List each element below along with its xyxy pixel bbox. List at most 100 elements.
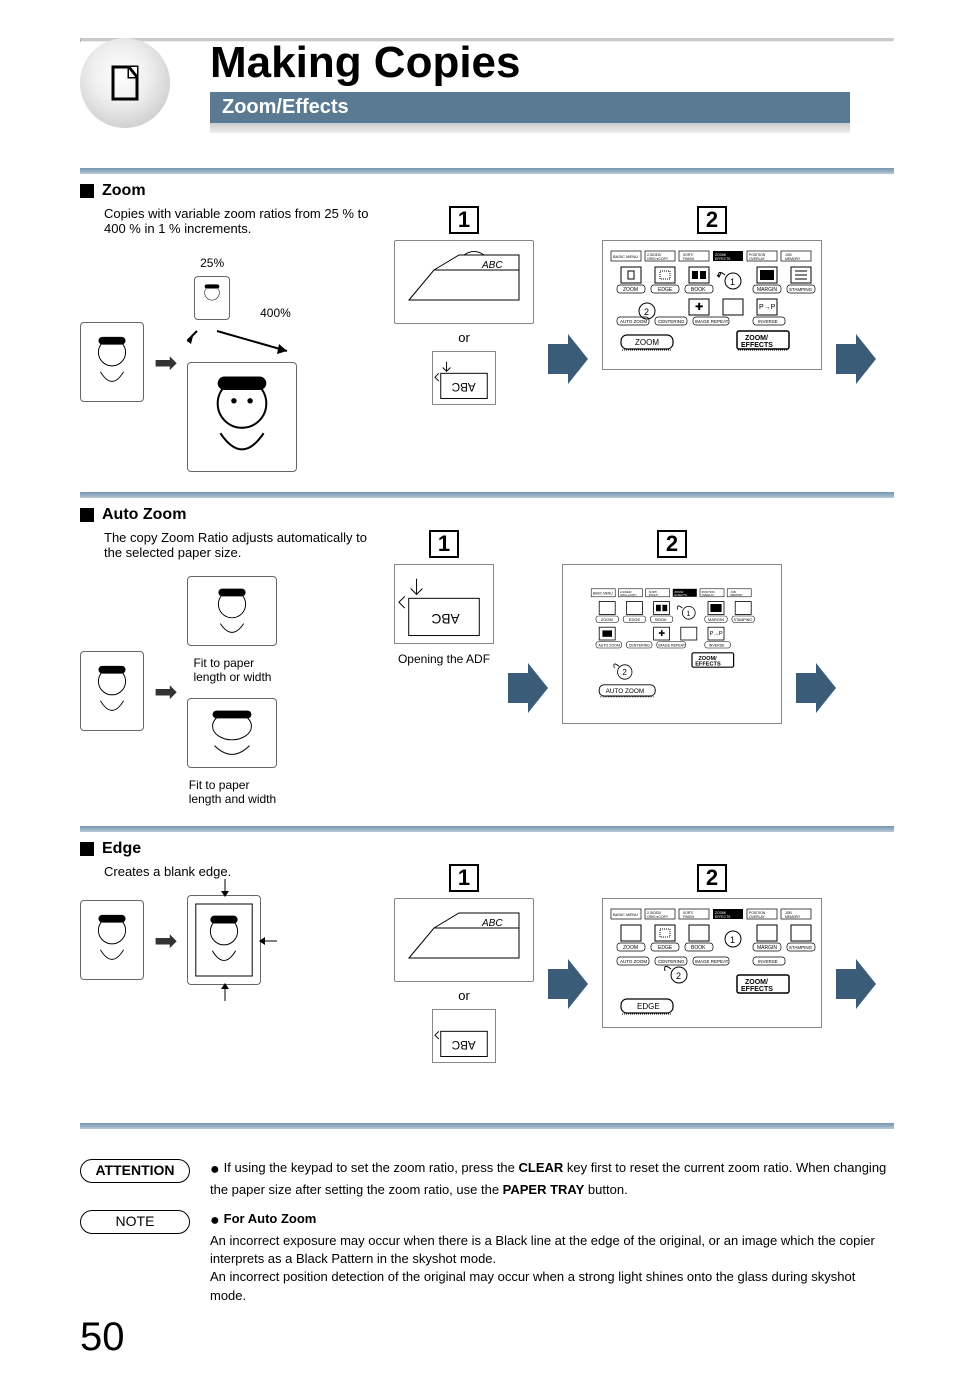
step-number-2: 2	[697, 864, 727, 892]
svg-text:P→P: P→P	[710, 631, 723, 637]
svg-text:ABC: ABC	[481, 260, 503, 271]
svg-text:EDGE: EDGE	[658, 287, 673, 293]
attention-row: ATTENTION ●If using the keypad to set th…	[80, 1159, 894, 1200]
svg-text:MEMORY: MEMORY	[730, 593, 742, 597]
svg-text:ORIG➔COPY: ORIG➔COPY	[647, 257, 669, 261]
section-title-row: Auto Zoom	[80, 506, 894, 524]
svg-text:2: 2	[622, 668, 627, 677]
arrow-right-icon: ➡	[154, 346, 177, 379]
svg-text:ZOOM: ZOOM	[601, 617, 613, 622]
section-title-zoom: Zoom	[102, 182, 146, 200]
cartoon-fit-lw	[187, 576, 277, 646]
svg-text:POSITION: POSITION	[702, 590, 715, 594]
svg-text:FINISH: FINISH	[683, 257, 695, 261]
svg-text:AUTO ZOOM: AUTO ZOOM	[620, 959, 647, 964]
zoom-row: Copies with variable zoom ratios from 25…	[80, 206, 894, 472]
section-title-row: Edge	[80, 840, 894, 858]
edge-step1: 1 ABC or ABC	[394, 864, 534, 1063]
attention-pre: If using the keypad to set the zoom rati…	[224, 1160, 519, 1175]
clear-key: CLEAR	[519, 1160, 564, 1175]
flow-arrow-icon	[548, 334, 588, 384]
svg-text:CENTERING: CENTERING	[658, 959, 685, 964]
section-divider	[80, 826, 894, 832]
svg-text:ABC: ABC	[481, 918, 503, 929]
svg-text:IMAGE REPEAT: IMAGE REPEAT	[695, 959, 729, 964]
control-panel-edge: BASIC MENU 2-SIDED/ORIG➔COPY SORT/FINISH…	[602, 898, 822, 1028]
svg-text:ABC: ABC	[452, 380, 476, 393]
autozoom-desc: The copy Zoom Ratio adjusts automaticall…	[104, 530, 380, 560]
svg-text:ORIG➔COPY: ORIG➔COPY	[647, 915, 669, 919]
svg-text:STAMPING: STAMPING	[789, 287, 813, 292]
svg-text:OVERLAY: OVERLAY	[749, 915, 766, 919]
svg-text:1: 1	[686, 609, 690, 618]
adf-illustration: ABC	[432, 1009, 496, 1063]
flow-arrow-icon	[836, 959, 876, 1009]
bullet-icon: ●	[210, 1212, 220, 1229]
svg-text:1: 1	[730, 277, 735, 287]
svg-text:BASIC MENU: BASIC MENU	[613, 254, 638, 259]
svg-text:OVERLAY: OVERLAY	[749, 257, 766, 261]
step-number-1: 1	[449, 206, 479, 234]
page-header: Making Copies Zoom/Effects	[80, 38, 894, 128]
cartoon-original	[80, 900, 144, 980]
svg-text:ZOOM/: ZOOM/	[745, 335, 768, 342]
zoom-left-col: Copies with variable zoom ratios from 25…	[80, 206, 380, 472]
svg-text:ZOOM: ZOOM	[623, 287, 638, 293]
svg-text:MARGIN: MARGIN	[708, 617, 724, 622]
zoom-results: 25% 400%	[187, 252, 297, 472]
arrow-up-icon	[215, 983, 235, 1001]
svg-text:MEMORY: MEMORY	[785, 915, 801, 919]
page-number: 50	[80, 1315, 894, 1360]
cartoon-with-edge	[187, 895, 261, 985]
edge-illustration: ➡	[80, 895, 261, 985]
svg-text:ORIG➔COPY: ORIG➔COPY	[620, 593, 637, 597]
adf-illustration: ABC	[432, 351, 496, 405]
flow-arrow-icon	[836, 334, 876, 384]
note-badge: NOTE	[80, 1210, 190, 1234]
svg-text:✚: ✚	[658, 629, 665, 638]
section-title-row: Zoom	[80, 182, 894, 200]
step-number-1: 1	[449, 864, 479, 892]
zoom-desc: Copies with variable zoom ratios from 25…	[104, 206, 380, 236]
zoom-step2: 2 BASIC MENU 2-SIDED/ORIG➔COPY SORT/FINI…	[602, 206, 822, 370]
svg-text:INVERSE: INVERSE	[709, 643, 725, 647]
svg-text:2-SIDED/: 2-SIDED/	[620, 590, 632, 594]
arrow-right-icon: ➡	[154, 675, 177, 708]
svg-text:BASIC MENU: BASIC MENU	[593, 591, 614, 595]
svg-text:INVERSE: INVERSE	[758, 959, 778, 964]
control-panel-zoom: BASIC MENU 2-SIDED/ORIG➔COPY SORT/FINISH…	[602, 240, 822, 370]
attention-post: button.	[584, 1182, 627, 1197]
svg-text:ZOOM: ZOOM	[635, 338, 659, 347]
main-title: Making Copies	[210, 38, 894, 88]
svg-text:1: 1	[730, 935, 735, 945]
arrow-right-icon: ➡	[154, 924, 177, 957]
section-divider	[80, 1123, 894, 1129]
svg-text:EFFECTS: EFFECTS	[741, 342, 773, 349]
step-number-1: 1	[429, 530, 459, 558]
svg-text:ZOOM/: ZOOM/	[745, 979, 768, 986]
svg-text:BOOK: BOOK	[691, 287, 706, 293]
fit-label-a: Fit to paper length or width	[193, 656, 271, 684]
edge-step2: 2 BASIC MENU 2-SIDED/ORIG➔COPY SORT/FINI…	[602, 864, 822, 1028]
svg-text:BOOK: BOOK	[691, 945, 706, 951]
svg-text:STAMPING: STAMPING	[734, 618, 753, 622]
section-title-edge: Edge	[102, 840, 141, 858]
copier-platen-illustration: ABC	[394, 240, 534, 324]
copier-platen-illustration: ABC	[394, 898, 534, 982]
section-divider	[80, 168, 894, 174]
svg-text:AUTO ZOOM: AUTO ZOOM	[620, 319, 647, 324]
svg-text:EFFECTS: EFFECTS	[715, 915, 731, 919]
edge-desc: Creates a blank edge.	[104, 864, 231, 879]
cartoon-large	[187, 362, 297, 472]
svg-text:ABC: ABC	[452, 1038, 476, 1051]
arrow-left-icon	[259, 931, 277, 951]
svg-text:MEMORY: MEMORY	[785, 257, 801, 261]
bullet-square-icon	[80, 184, 94, 198]
document-icon	[105, 63, 145, 103]
cartoon-fit-both	[187, 698, 277, 768]
note-text: ●For Auto Zoom An incorrect exposure may…	[210, 1210, 894, 1305]
or-label: or	[458, 330, 470, 345]
adf-open-illustration: ABC	[394, 564, 494, 644]
bullet-icon: ●	[210, 1161, 220, 1178]
svg-text:EDGE: EDGE	[629, 617, 641, 622]
